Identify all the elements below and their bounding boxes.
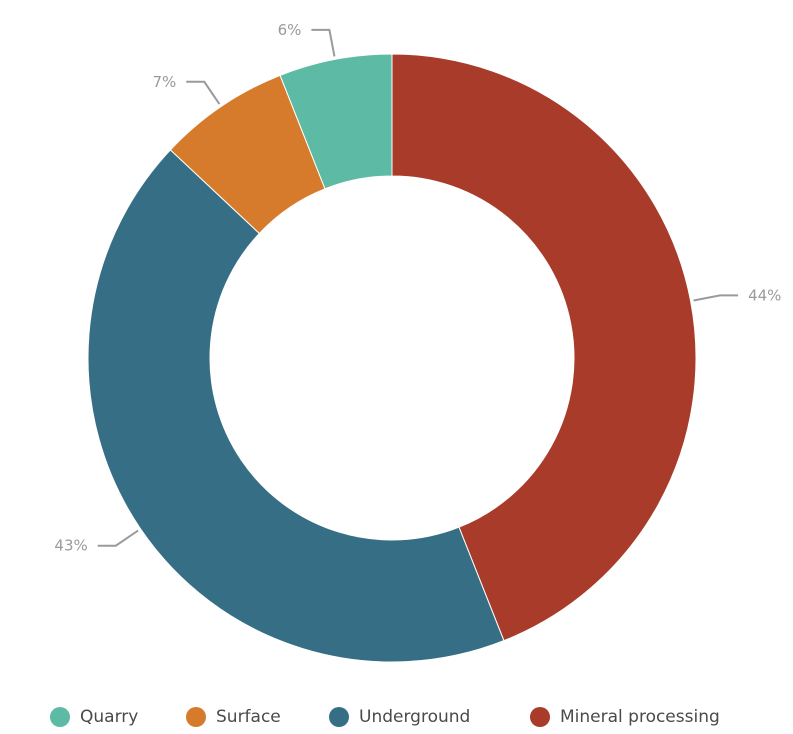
legend-swatch-surface bbox=[186, 707, 206, 727]
legend-label-mineral-processing: Mineral processing bbox=[560, 707, 720, 727]
donut-chart: 44% 43% 7% 6% bbox=[54, 21, 781, 663]
slice-underground[interactable] bbox=[87, 149, 505, 663]
leader-line-quarry bbox=[311, 28, 336, 57]
labels-group: 44% 43% 7% 6% bbox=[54, 21, 781, 555]
legend-swatch-underground bbox=[329, 707, 349, 727]
slice-mineral-processing[interactable] bbox=[391, 53, 697, 642]
legend-item-underground[interactable]: Underground bbox=[329, 700, 470, 734]
legend-label-underground: Underground bbox=[359, 707, 471, 727]
legend-item-quarry[interactable]: Quarry bbox=[50, 700, 138, 734]
legend: Quarry Surface Underground Mineral proce… bbox=[0, 700, 793, 734]
legend-item-mineral-processing[interactable]: Mineral processing bbox=[530, 700, 720, 734]
leader-line-underground bbox=[97, 529, 139, 547]
value-label-mineral-processing: 44% bbox=[748, 286, 781, 304]
value-label-quarry: 6% bbox=[278, 21, 302, 39]
legend-item-surface[interactable]: Surface bbox=[186, 700, 281, 734]
legend-swatch-quarry bbox=[50, 707, 70, 727]
leader-line-mineral-processing bbox=[693, 294, 739, 302]
legend-label-surface: Surface bbox=[216, 707, 281, 727]
legend-swatch-mineral-processing bbox=[530, 707, 550, 727]
value-label-surface: 7% bbox=[152, 73, 176, 91]
slices-group bbox=[87, 53, 697, 663]
slice-quarry[interactable] bbox=[279, 53, 393, 190]
value-label-underground: 43% bbox=[54, 537, 87, 555]
leader-line-surface bbox=[186, 80, 221, 105]
legend-label-quarry: Quarry bbox=[80, 707, 139, 727]
